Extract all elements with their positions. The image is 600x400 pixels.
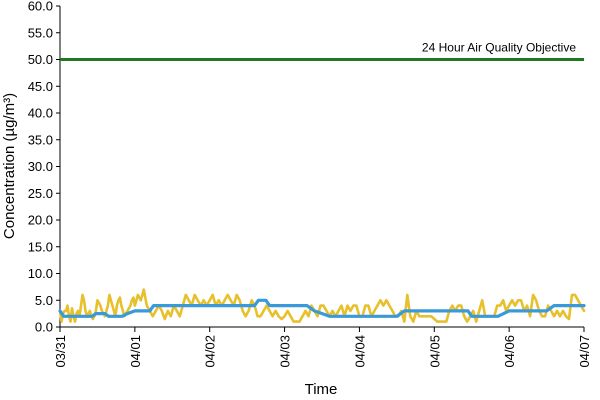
plot-area: 0.0 5.0 10.0 15.0 20.0 25.0 30.0 35.0 40.0 45.0 50… [28,0,592,368]
y-tick-label: 30.0 [28,159,53,174]
average-series-line [58,298,586,318]
x-tick-label: 04/04 [352,335,367,368]
y-tick-label: 20.0 [28,213,53,228]
x-axis-ticks: 03/31 04/01 04/02 04/03 04/04 04/05 04/06 04/07 [53,327,592,368]
y-tick-label: 55.0 [28,25,53,40]
y-tick-label: 15.0 [28,239,53,254]
y-tick-label: 50.0 [28,52,53,67]
x-tick-label: 04/03 [278,335,293,368]
y-tick-label: 5.0 [35,293,53,308]
x-tick-label: 03/31 [53,335,68,368]
x-tick-label: 04/01 [128,335,143,368]
y-axis-title: Concentration (µg/m³) [1,93,18,239]
y-axis-ticks: 0.0 5.0 10.0 15.0 20.0 25.0 30.0 35.0 40.0 45.0 50… [28,0,60,335]
concentration-series-line [58,288,586,323]
y-tick-label: 40.0 [28,106,53,121]
x-tick-label: 04/07 [577,335,592,368]
y-tick-label: 60.0 [28,0,53,14]
y-tick-label: 10.0 [28,266,53,281]
x-tick-label: 04/05 [427,335,442,368]
y-tick-label: 25.0 [28,186,53,201]
objective-label: 24 Hour Air Quality Objective [422,41,576,55]
x-tick-label: 04/06 [502,335,517,368]
y-tick-label: 35.0 [28,132,53,147]
x-axis-title: Time [305,381,338,398]
series-layer [58,288,586,323]
y-tick-label: 0.0 [35,320,53,335]
x-tick-label: 04/02 [203,335,218,368]
y-tick-label: 45.0 [28,79,53,94]
